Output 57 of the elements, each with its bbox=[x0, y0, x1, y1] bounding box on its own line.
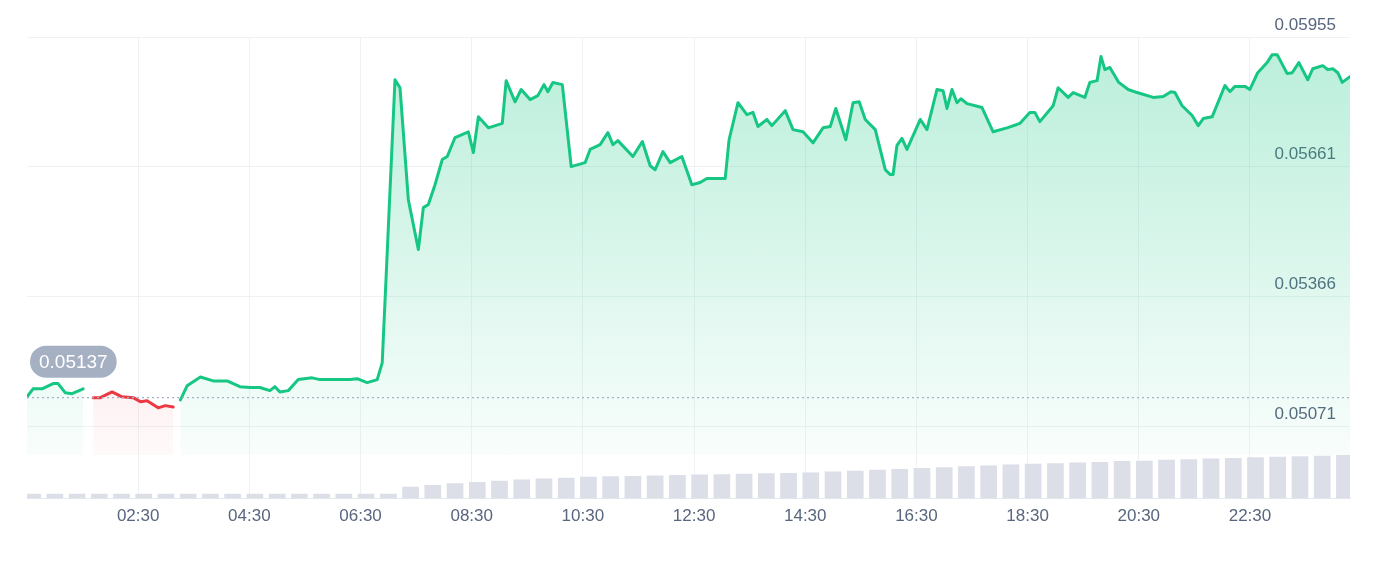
bar bbox=[935, 467, 953, 499]
x-tick-label: 16:30 bbox=[895, 506, 938, 526]
bar bbox=[1024, 463, 1042, 499]
bar bbox=[1113, 461, 1131, 499]
bar bbox=[1224, 458, 1242, 499]
x-tick-label: 06:30 bbox=[339, 506, 382, 526]
bar bbox=[1202, 458, 1220, 499]
bar bbox=[691, 474, 708, 499]
bar bbox=[646, 475, 664, 499]
x-tick-label: 04:30 bbox=[228, 506, 271, 526]
bar bbox=[1069, 462, 1086, 499]
bar bbox=[491, 480, 508, 499]
bar bbox=[513, 479, 531, 499]
bar bbox=[713, 474, 731, 499]
y-tick-label: 0.05366 bbox=[1274, 274, 1336, 294]
x-tick-label: 18:30 bbox=[1006, 506, 1049, 526]
bar bbox=[580, 476, 597, 499]
bar bbox=[780, 472, 797, 499]
bar bbox=[757, 473, 775, 499]
bar bbox=[602, 476, 620, 499]
bar bbox=[913, 468, 931, 499]
bar bbox=[891, 468, 909, 499]
x-tick-label: 20:30 bbox=[1117, 506, 1161, 526]
bar bbox=[1180, 459, 1198, 499]
bar bbox=[1135, 460, 1153, 499]
bar bbox=[980, 465, 998, 499]
bar bbox=[557, 477, 575, 499]
bar bbox=[1091, 461, 1109, 499]
bar bbox=[1047, 463, 1064, 499]
x-tick-label: 02:30 bbox=[116, 506, 160, 526]
y-tick-label: 0.05071 bbox=[1274, 404, 1336, 424]
x-tick-label: 14:30 bbox=[783, 506, 827, 526]
bar bbox=[1313, 455, 1331, 499]
x-tick-label: 10:30 bbox=[561, 506, 605, 526]
bar bbox=[846, 470, 864, 499]
x-tick-label: 08:30 bbox=[450, 506, 493, 526]
bar bbox=[735, 473, 753, 499]
bar bbox=[669, 475, 686, 499]
bar bbox=[802, 472, 820, 499]
bar bbox=[1158, 459, 1175, 499]
bar bbox=[1002, 464, 1020, 499]
bar bbox=[1291, 456, 1309, 499]
x-tick-label: 12:30 bbox=[672, 506, 716, 526]
x-tick-label: 22:30 bbox=[1228, 506, 1272, 526]
bar bbox=[958, 466, 975, 499]
bar bbox=[624, 475, 642, 499]
bar bbox=[824, 471, 842, 499]
bar bbox=[1269, 456, 1287, 499]
bar bbox=[446, 483, 464, 499]
bar bbox=[869, 469, 886, 499]
bar bbox=[468, 482, 486, 499]
bar bbox=[402, 486, 419, 499]
ref-line-label: 0.05137 bbox=[39, 350, 108, 372]
y-tick-label: 0.05661 bbox=[1274, 144, 1336, 164]
bar bbox=[424, 485, 442, 499]
y-tick-label: 0.05955 bbox=[1274, 14, 1336, 34]
bar bbox=[535, 478, 553, 499]
